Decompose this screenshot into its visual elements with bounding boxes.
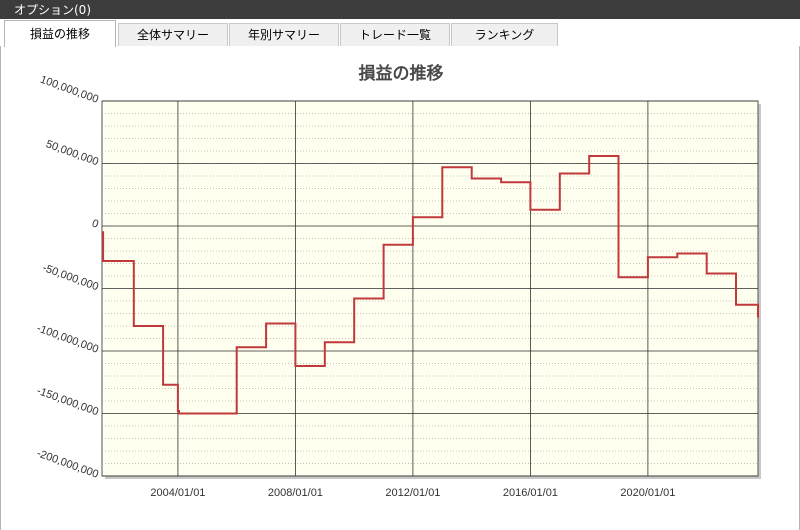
x-tick-label: 2012/01/01: [385, 487, 440, 499]
data-point: [162, 383, 164, 386]
data-point: [735, 303, 737, 306]
y-tick-label: 100,000,000: [38, 74, 100, 106]
x-tick-label: 2004/01/01: [150, 487, 205, 499]
data-point: [559, 172, 561, 175]
data-point: [101, 231, 103, 234]
tab-pnl-history[interactable]: 損益の推移: [4, 20, 116, 47]
chart-title: 損益の推移: [359, 63, 444, 84]
data-point: [500, 181, 502, 184]
tab-bar: 損益の推移 全体サマリー 年別サマリー トレード一覧 ランキング: [0, 19, 800, 47]
y-tick-label: -150,000,000: [35, 385, 100, 418]
data-point: [294, 365, 297, 367]
data-point: [647, 256, 649, 259]
data-point: [757, 316, 759, 319]
data-point: [529, 208, 532, 211]
data-point: [676, 252, 679, 255]
y-tick-label: -200,000,000: [35, 447, 100, 480]
data-point: [470, 177, 473, 180]
data-point: [132, 325, 135, 327]
data-point: [382, 243, 385, 246]
window-title-bar: オプション(0): [0, 0, 800, 19]
data-point: [617, 276, 620, 279]
tab-overall-summary[interactable]: 全体サマリー: [118, 23, 228, 46]
x-tick-label: 2008/01/01: [268, 487, 323, 499]
data-point: [235, 346, 238, 349]
data-point: [705, 272, 708, 275]
y-tick-label: -100,000,000: [35, 322, 100, 355]
data-point: [324, 341, 326, 344]
tab-ranking[interactable]: ランキング: [451, 23, 558, 46]
x-tick-label: 2020/01/01: [620, 487, 675, 499]
data-point: [102, 260, 104, 262]
tab-trade-list[interactable]: トレード一覧: [340, 23, 450, 46]
tab-yearly-summary[interactable]: 年別サマリー: [229, 23, 339, 46]
y-tick-label: 0: [90, 217, 100, 230]
y-tick-label: -50,000,000: [41, 262, 100, 293]
chart-panel: 損益の推移 2004/01/01 2008/01/01 2012/01/01 2016…: [0, 46, 800, 530]
window-title: オプション(0): [14, 3, 91, 17]
data-point: [177, 410, 179, 412]
data-point: [412, 216, 414, 219]
data-point: [265, 322, 267, 325]
y-tick-label: 50,000,000: [44, 138, 100, 168]
data-point: [353, 297, 356, 300]
data-point: [178, 412, 180, 415]
pnl-chart: 損益の推移 2004/01/01 2008/01/01 2012/01/01 2016…: [35, 63, 761, 499]
x-tick-label: 2016/01/01: [503, 487, 558, 499]
data-point: [441, 166, 444, 169]
data-point: [588, 155, 590, 157]
